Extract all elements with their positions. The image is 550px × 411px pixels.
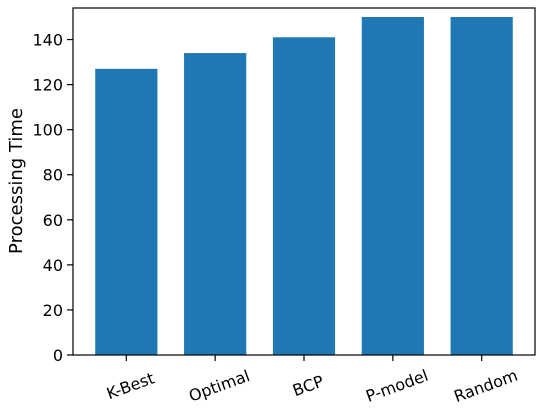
bar-k-best [95,68,158,355]
y-tick-label: 80 [43,166,63,185]
y-tick-label: 0 [53,346,63,365]
bar-bcp [272,37,336,355]
y-axis-label: Processing Time [6,108,27,254]
x-tick-label-random: Random [451,366,520,407]
y-tick-label: 40 [43,256,63,275]
bar-p-model [361,17,424,355]
y-tick-label: 100 [32,121,63,140]
x-tick-label-k-best: K-Best [104,368,157,403]
y-tick-label: 20 [43,301,63,320]
x-tick-label-p-model: P-model [363,366,430,406]
y-tick-label: 140 [32,31,63,50]
x-tick-label-bcp: BCP [290,371,326,400]
plot-frame [72,7,536,356]
y-tick-label: 60 [43,211,63,230]
y-axis-ticks: 0 20 40 60 80 100 120 140 [32,31,73,365]
bar-optimal [184,53,247,356]
x-tick-label-optimal: Optimal [186,366,252,406]
x-axis-ticks: K-Best Optimal BCP P-model Random [104,355,520,406]
bars-group [95,17,513,356]
bar-random [450,17,513,355]
y-tick-label: 120 [32,76,63,95]
